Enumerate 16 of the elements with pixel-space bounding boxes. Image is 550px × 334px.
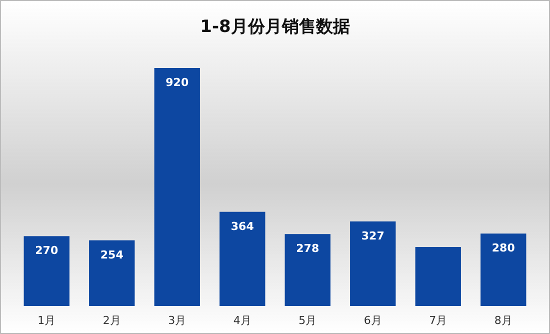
x-tick-label: 1月 xyxy=(38,314,56,327)
x-tick-label: 3月 xyxy=(168,314,186,327)
data-label: 280 xyxy=(492,242,516,255)
data-label: 364 xyxy=(230,220,254,233)
x-tick-label: 7月 xyxy=(429,314,448,327)
data-label: 920 xyxy=(166,76,189,89)
x-tick-label: 5月 xyxy=(298,314,317,327)
x-tick-label: 8月 xyxy=(494,314,512,327)
data-label: 327 xyxy=(361,229,384,242)
x-tick-label: 6月 xyxy=(364,314,382,327)
chart-title: 1-8月份月销售数据 xyxy=(200,17,350,37)
data-label: 278 xyxy=(296,242,320,256)
data-label: 270 xyxy=(35,244,58,258)
data-label: 254 xyxy=(100,248,124,262)
x-tick-label: 2月 xyxy=(102,314,121,327)
x-tick-label: 4月 xyxy=(233,314,252,327)
